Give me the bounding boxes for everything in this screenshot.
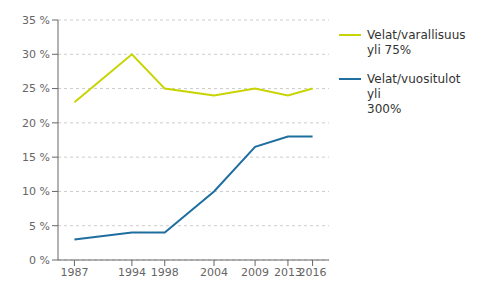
svg-text:15 %: 15 %	[22, 151, 50, 164]
svg-text:1987: 1987	[60, 266, 88, 279]
svg-text:25 %: 25 %	[22, 82, 50, 95]
svg-text:2016: 2016	[299, 266, 327, 279]
svg-text:5 %: 5 %	[29, 220, 50, 233]
svg-text:30 %: 30 %	[22, 48, 50, 61]
svg-text:1998: 1998	[151, 266, 179, 279]
svg-text:2009: 2009	[241, 266, 269, 279]
html-text:Velat/varallisuus yli 75%: Velat/varallisuus yli 75%	[367, 28, 466, 57]
svg-text:0 %: 0 %	[29, 254, 50, 267]
svg-text:1994: 1994	[118, 266, 146, 279]
svg-text:20 %: 20 %	[22, 117, 50, 130]
svg-text:2004: 2004	[200, 266, 228, 279]
svg-text:2013: 2013	[273, 265, 302, 279]
html-text:Velat/vuositulot yli 300%: Velat/vuositulot yli 300%	[367, 72, 461, 116]
svg-text:35 %: 35 %	[22, 14, 50, 27]
svg-text:10 %: 10 %	[22, 185, 50, 198]
